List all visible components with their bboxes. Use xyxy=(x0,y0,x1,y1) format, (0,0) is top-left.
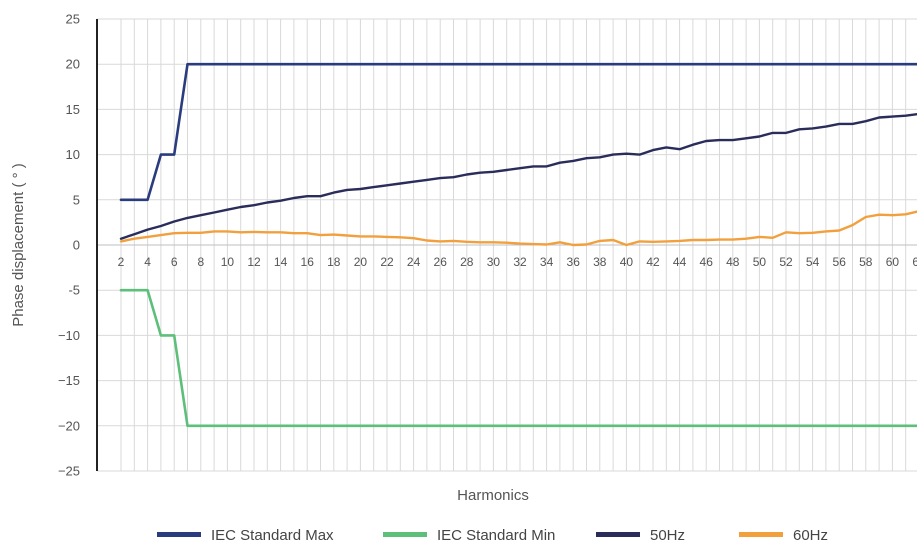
y-tick-label: 15 xyxy=(66,102,80,117)
x-tick-label: 56 xyxy=(833,255,847,269)
x-tick-label: 4 xyxy=(144,255,151,269)
y-tick-label: −20 xyxy=(58,418,80,433)
series-line-60hz xyxy=(119,210,917,247)
x-tick-label: 8 xyxy=(197,255,204,269)
y-tick-label: 5 xyxy=(73,192,80,207)
x-tick-label: 42 xyxy=(646,255,660,269)
x-tick-label: 58 xyxy=(859,255,873,269)
x-tick-label: 14 xyxy=(274,255,288,269)
x-tick-label: 6 xyxy=(171,255,178,269)
series-line-50hz xyxy=(119,112,917,240)
x-tick-label: 20 xyxy=(354,255,368,269)
legend-swatch xyxy=(739,532,783,537)
legend-label: IEC Standard Min xyxy=(437,527,555,544)
x-tick-label: 44 xyxy=(673,255,687,269)
y-tick-label: 20 xyxy=(66,57,80,72)
legend-swatch xyxy=(383,532,427,537)
x-tick-label: 50 xyxy=(753,255,767,269)
x-tick-label: 40 xyxy=(620,255,634,269)
x-tick-label: 10 xyxy=(221,255,235,269)
x-tick-label: 46 xyxy=(700,255,714,269)
x-tick-label: 2 xyxy=(118,255,125,269)
legend-swatch xyxy=(596,532,640,537)
x-tick-label: 26 xyxy=(434,255,448,269)
x-tick-label: 18 xyxy=(327,255,341,269)
y-axis-title: Phase displacement ( ° ) xyxy=(10,163,27,327)
y-tick-label: −10 xyxy=(58,328,80,343)
x-tick-label: 12 xyxy=(247,255,261,269)
x-tick-label: 54 xyxy=(806,255,820,269)
x-tick-label: 52 xyxy=(779,255,793,269)
x-tick-label: 60 xyxy=(886,255,900,269)
y-tick-label: 25 xyxy=(66,12,80,27)
y-tick-label: −25 xyxy=(58,464,80,479)
legend-label: IEC Standard Max xyxy=(211,527,334,544)
series-line-iec-standard-max xyxy=(119,62,917,202)
legend-swatch xyxy=(157,532,201,537)
x-tick-label: 28 xyxy=(460,255,474,269)
legend: IEC Standard Max IEC Standard Min 50Hz 60Hz xyxy=(157,527,828,544)
x-tick-label: 38 xyxy=(593,255,607,269)
y-tick-labels: 25 20 15 10 5 0 -5 −10 −15 −20 −25 xyxy=(58,12,80,479)
x-tick-label: 32 xyxy=(513,255,527,269)
x-axis-title: Harmonics xyxy=(457,487,529,504)
x-tick-label: 16 xyxy=(301,255,315,269)
y-tick-label: 10 xyxy=(66,147,80,162)
grid xyxy=(97,18,917,472)
legend-label: 50Hz xyxy=(650,527,685,544)
y-tick-label: 0 xyxy=(73,238,80,253)
y-tick-label: −15 xyxy=(58,373,80,388)
x-tick-label: 34 xyxy=(540,255,554,269)
x-tick-labels: 2 4 6 8 10 12 14 16 18 20 22 24 26 28 30 32 34 36 38 40 42 44… xyxy=(118,255,917,269)
series-lines xyxy=(119,62,917,428)
x-tick-label: 62 xyxy=(912,255,917,269)
x-tick-label: 30 xyxy=(487,255,501,269)
series-line-iec-standard-min xyxy=(119,288,917,428)
y-tick-label: -5 xyxy=(68,283,80,298)
x-tick-label: 24 xyxy=(407,255,421,269)
x-tick-label: 48 xyxy=(726,255,740,269)
legend-label: 60Hz xyxy=(793,527,828,544)
x-tick-label: 36 xyxy=(567,255,581,269)
x-tick-label: 22 xyxy=(380,255,394,269)
